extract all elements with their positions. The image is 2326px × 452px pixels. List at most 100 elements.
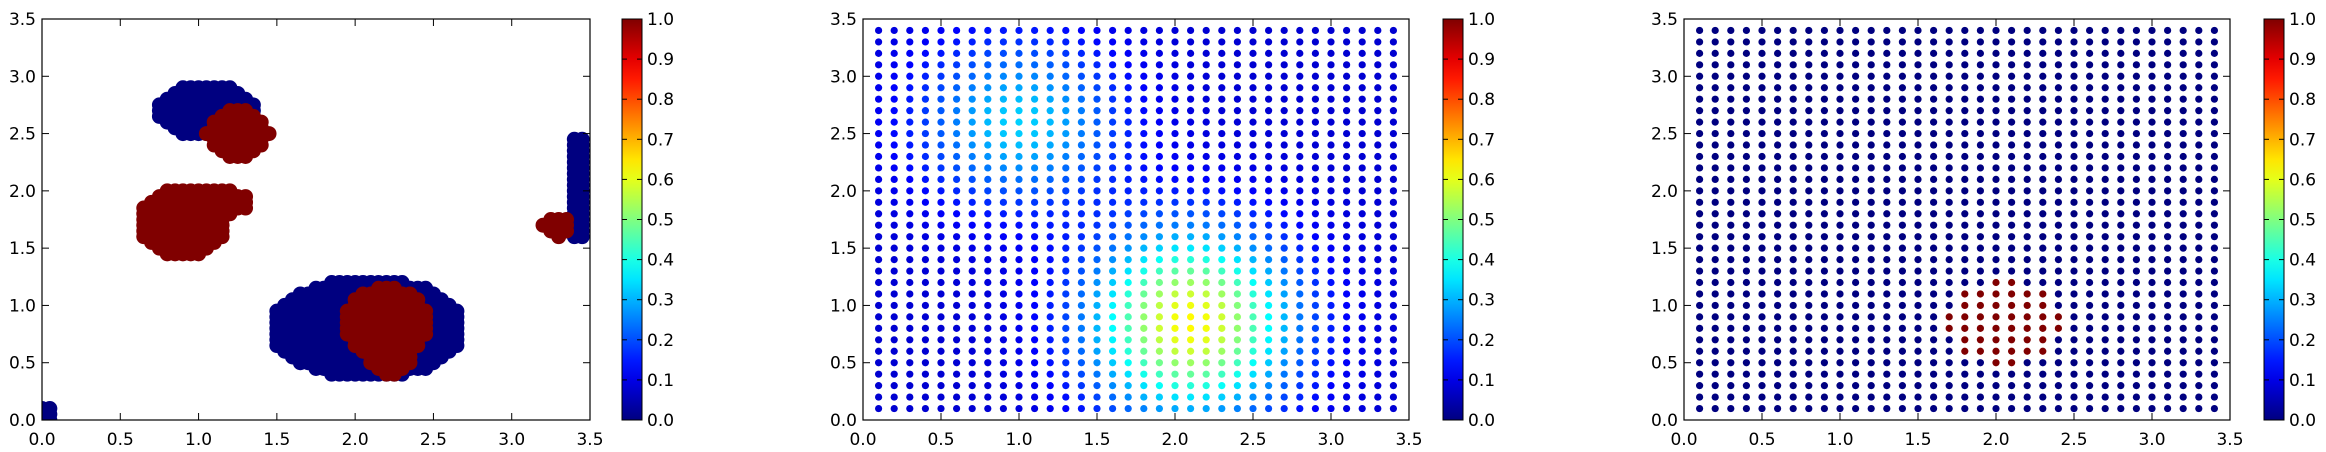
data-point	[1031, 267, 1039, 275]
data-point	[2054, 164, 2062, 172]
data-point	[1758, 301, 1766, 310]
data-point	[1758, 164, 1766, 172]
data-point	[1249, 187, 1257, 195]
data-point	[875, 347, 883, 355]
data-point	[1062, 347, 1070, 355]
data-point	[1976, 404, 1984, 413]
y-tick-label: 3.5	[1651, 10, 1678, 30]
data-point	[1711, 49, 1719, 57]
y-tick-label: 2.0	[9, 182, 36, 202]
colorbar-tick-label: 0.3	[1468, 291, 1495, 311]
data-point	[890, 26, 898, 35]
data-point	[1031, 290, 1039, 298]
data-point	[1898, 278, 1906, 287]
data-point	[1296, 221, 1304, 229]
data-point	[2179, 61, 2187, 69]
data-point	[1218, 313, 1226, 321]
data-point	[1015, 393, 1023, 401]
data-point	[1836, 233, 1844, 241]
data-point	[1218, 72, 1226, 80]
data-point	[2195, 256, 2203, 264]
data-point	[1046, 256, 1054, 264]
data-point	[1046, 26, 1054, 35]
data-point	[2210, 244, 2218, 252]
scatter-points	[1696, 26, 2218, 413]
data-point	[1976, 187, 1984, 195]
data-point	[1171, 382, 1179, 390]
colorbar-tick-label: 0.8	[2289, 90, 2316, 110]
data-point	[1015, 61, 1023, 69]
data-point	[1774, 38, 1782, 46]
data-point	[2086, 210, 2094, 218]
data-point	[2132, 118, 2140, 126]
data-point	[1109, 233, 1117, 241]
data-point	[1836, 221, 1844, 229]
data-point	[1898, 233, 1906, 241]
data-point	[1758, 38, 1766, 46]
data-point	[1249, 26, 1257, 35]
data-point	[1249, 313, 1257, 321]
data-point	[1358, 49, 1366, 57]
y-tick-label: 0.5	[9, 354, 36, 374]
data-point	[1914, 72, 1922, 80]
x-tick-label: 0.5	[927, 430, 954, 450]
data-point	[1155, 301, 1163, 310]
data-point	[1914, 370, 1922, 378]
data-point	[1249, 118, 1257, 126]
data-point	[1852, 359, 1860, 367]
data-point	[1202, 278, 1210, 287]
data-point	[1233, 141, 1241, 149]
data-point	[906, 382, 914, 390]
data-point	[984, 404, 992, 413]
data-point	[1789, 198, 1797, 206]
data-point	[999, 141, 1008, 149]
data-point	[1930, 313, 1938, 321]
data-point	[1015, 313, 1023, 321]
data-point	[1031, 347, 1039, 355]
data-point	[1696, 187, 1704, 195]
data-point	[1696, 221, 1704, 229]
data-point	[1898, 210, 1906, 218]
data-point	[1046, 221, 1054, 229]
data-point	[1249, 61, 1257, 69]
data-point	[1961, 175, 1969, 183]
data-point	[1124, 278, 1132, 287]
data-point	[1945, 221, 1953, 229]
data-point	[1140, 278, 1148, 287]
data-point	[1109, 336, 1117, 344]
data-point	[2195, 336, 2203, 344]
data-point	[1976, 129, 1984, 138]
data-point	[1311, 244, 1319, 252]
data-point	[1249, 210, 1257, 218]
data-point	[1774, 221, 1782, 229]
data-point	[2054, 382, 2062, 390]
data-point	[1867, 107, 1875, 115]
data-point	[2179, 221, 2187, 229]
data-point	[890, 107, 898, 115]
data-point	[1805, 347, 1813, 355]
data-point	[1930, 152, 1938, 161]
data-point	[968, 393, 976, 401]
data-point	[1883, 278, 1891, 287]
data-point	[1358, 313, 1366, 321]
data-point	[1249, 221, 1257, 229]
data-point	[1820, 256, 1828, 264]
data-point	[2148, 301, 2156, 310]
data-point	[1758, 313, 1766, 321]
data-point	[2101, 38, 2109, 46]
data-point	[1015, 49, 1023, 57]
data-point	[2210, 313, 2218, 321]
data-point	[1077, 256, 1085, 264]
data-point	[1789, 382, 1797, 390]
data-point	[1711, 267, 1719, 275]
data-point	[1031, 382, 1039, 390]
data-point	[890, 95, 898, 103]
data-point	[1789, 129, 1797, 138]
data-point	[1696, 61, 1704, 69]
data-point	[1898, 175, 1906, 183]
data-point	[1015, 152, 1023, 161]
data-point	[1883, 26, 1891, 35]
data-point	[1358, 233, 1366, 241]
data-point	[875, 301, 883, 310]
data-point	[1898, 404, 1906, 413]
